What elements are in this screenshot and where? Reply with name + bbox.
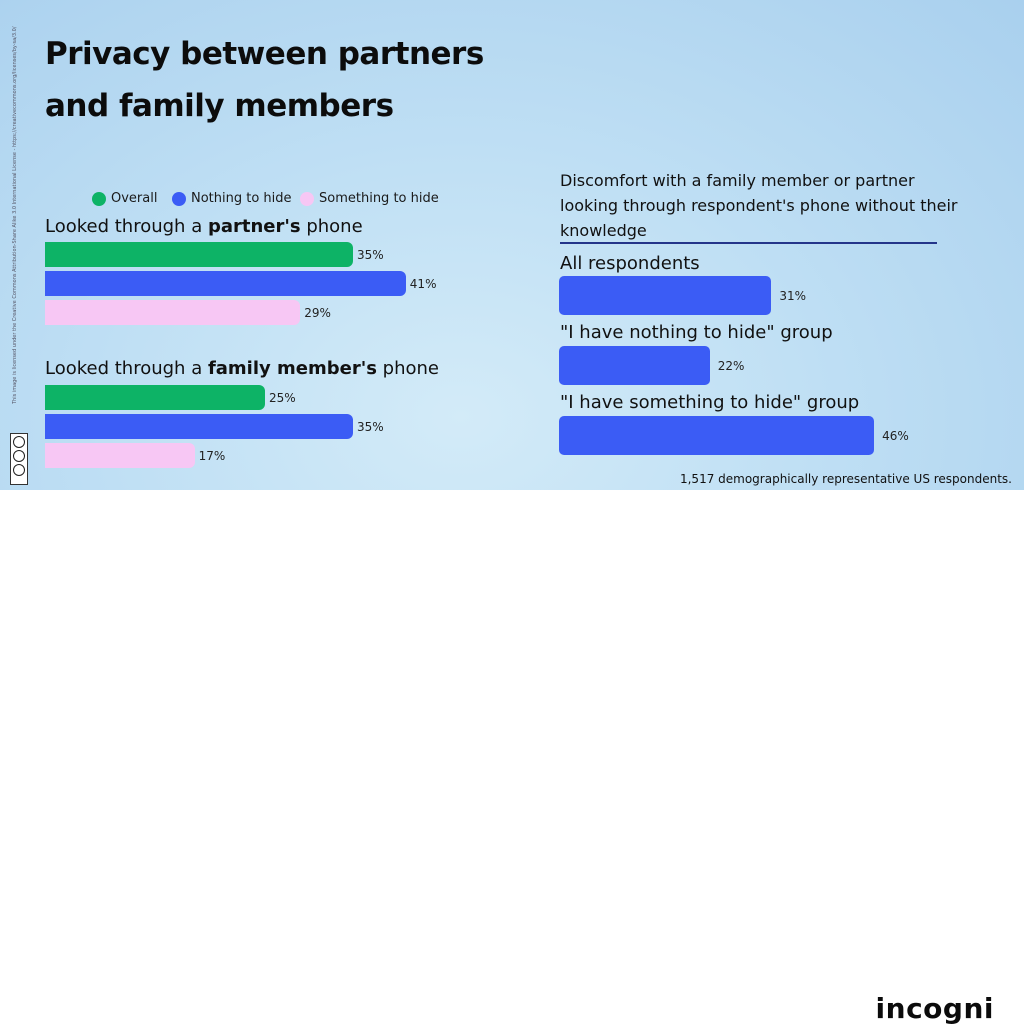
license-text: This image is licensed under the Creativ…: [12, 26, 18, 404]
page-title-line-1: Privacy between partners: [45, 36, 484, 72]
value-label-discomfort-nothing-to-hide: 22%: [717, 359, 745, 373]
group-title-family-pre: Looked through a: [45, 358, 208, 379]
right-label-all-respondents: All respondents: [560, 253, 700, 274]
right-chart-heading: Discomfort with a family member or partn…: [560, 171, 958, 240]
value-label-partner-nothing-to-hide: 41%: [409, 277, 437, 291]
value-label-partner-overall: 35%: [357, 248, 384, 262]
value-label-family-overall: 25%: [269, 391, 296, 405]
bar-partner-nothing-to-hide: [45, 271, 406, 296]
value-label-discomfort-all-respondents: 31%: [779, 289, 807, 303]
right-label-something-to-hide: "I have something to hide" group: [560, 392, 860, 413]
bar-family-nothing-to-hide: [45, 414, 353, 439]
sample-note: 1,517 demographically representative US …: [679, 472, 1012, 486]
group-title-partner-pre: Looked through a: [45, 216, 208, 237]
group-title-family-bold: family member's: [207, 358, 377, 379]
value-label-partner-something-to-hide: 29%: [304, 306, 331, 320]
value-label-family-something-to-hide: 17%: [198, 449, 226, 463]
value-label-family-nothing-to-hide: 35%: [357, 420, 384, 434]
footer: incogni: [0, 490, 1024, 1025]
legend-label-nothing-to-hide: Nothing to hide: [191, 191, 292, 206]
value-label-discomfort-something-to-hide: 46%: [882, 429, 909, 443]
legend-label-something-to-hide: Something to hide: [319, 191, 439, 206]
cc-icon: [13, 436, 25, 448]
group-title-partner: Looked through a partner's phone: [45, 216, 363, 237]
right-label-nothing-to-hide: "I have nothing to hide" group: [560, 322, 833, 343]
sa-icon: [13, 464, 25, 476]
group-title-partner-post: phone: [300, 216, 363, 237]
legend-swatch-something-to-hide: [300, 192, 314, 206]
group-title-partner-bold: partner's: [207, 216, 301, 237]
bar-family-something-to-hide: [45, 443, 195, 468]
group-title-family-post: phone: [376, 358, 440, 379]
brand-logo: incogni: [875, 992, 994, 1025]
by-icon: [13, 450, 25, 462]
bar-discomfort-nothing-to-hide: [559, 346, 710, 385]
infographic-panel: Privacy between partners and family memb…: [0, 0, 1024, 490]
creative-commons-badge: [10, 433, 28, 485]
legend-label-overall: Overall: [111, 191, 158, 206]
group-title-family: Looked through a family member's phone: [45, 358, 439, 379]
bar-discomfort-something-to-hide: [559, 416, 875, 455]
legend-swatch-nothing-to-hide: [172, 192, 186, 206]
legend-swatch-overall: [92, 192, 106, 206]
bar-family-overall: [45, 385, 265, 410]
bar-discomfort-all-respondents: [559, 276, 772, 315]
page-title-line-2: and family members: [45, 88, 394, 124]
bar-partner-overall: [45, 242, 353, 267]
bar-partner-something-to-hide: [45, 300, 301, 325]
heading-divider: [560, 242, 937, 244]
